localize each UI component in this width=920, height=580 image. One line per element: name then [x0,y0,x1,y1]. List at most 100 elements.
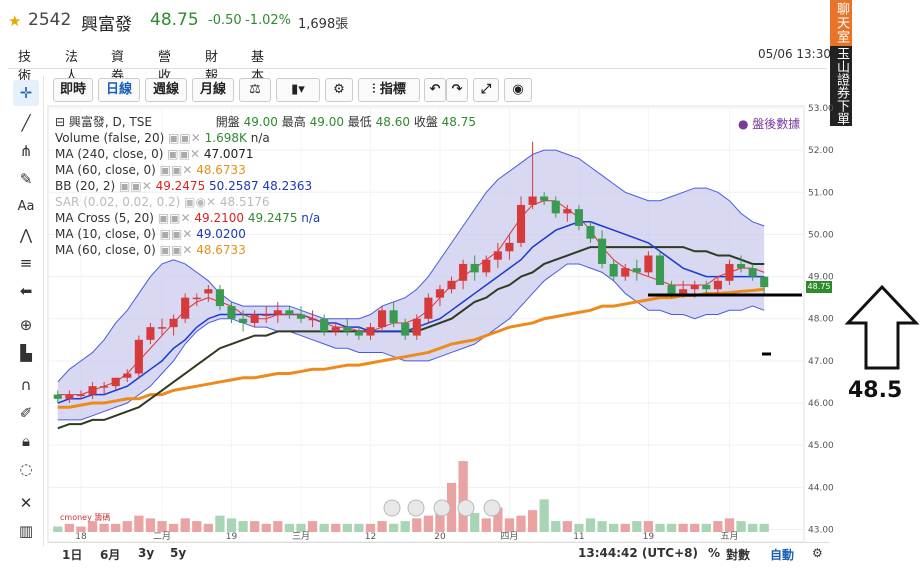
brush-icon[interactable]: ✎ [19,170,33,188]
legend-ma60b-value: 48.6733 [196,243,246,257]
volume-bar [111,523,121,532]
auto-scale-toggle[interactable]: 自動 [770,548,795,562]
indicators-label: 指標 [379,82,406,97]
legend-ma240-label: MA (240, close, 0) [55,147,164,161]
pitchfork-icon[interactable]: ⋔ [19,142,33,160]
gear-icon[interactable]: ⚙ [325,78,353,102]
hide-icon[interactable]: ◌ [19,460,33,478]
y-tick-label: 52.00 [808,146,834,156]
chat-room-tab[interactable]: 聊天室 [830,0,852,46]
candle-body [702,285,711,290]
y-tick-label: 51.00 [808,188,834,198]
volume-bar [388,523,399,532]
candle-body [424,297,433,319]
volume-bar [655,523,665,532]
pattern-icon[interactable]: ⋀ [19,226,33,244]
legend-macross-slow: 49.2475 [247,211,298,225]
compare-icon[interactable]: ⚖ [239,78,271,102]
legend-ma10: MA (10, close, 0) ▣▣✕ 49.0200 [55,227,246,241]
realtime-button[interactable]: 即時 [53,78,93,102]
candle-type-icon[interactable]: ▮▾ [276,78,320,102]
legend-collapse-icon[interactable]: ⊟ [55,115,69,129]
legend-low-label: 最低 [347,115,372,129]
candle-body [285,310,294,315]
favorite-star-icon[interactable]: ★ [8,12,22,30]
volume-bar [284,523,295,532]
indicators-button[interactable]: ⫶ 指標 [358,78,420,102]
y-tick-label: 53.00 [808,104,834,114]
measure-icon[interactable]: ▙ [20,344,32,362]
text-tool-icon[interactable]: Aa [17,199,35,214]
trade-volume: 1,698張 [298,17,349,32]
volume-bar [145,518,156,532]
volume-bar [690,523,700,532]
undo-icon[interactable]: ↶ [424,78,446,102]
settings-gear-icon[interactable]: ⚙ [812,546,823,560]
zoom-in-icon[interactable]: ⊕ [19,316,33,334]
last-price-badge: 48.75 [806,281,832,293]
trendline-icon[interactable]: ╱ [21,114,31,132]
daily-button[interactable]: 日線 [98,78,140,102]
candle-body [528,196,537,205]
ma-dark-line [57,246,765,430]
range-3y[interactable]: 3y [138,546,155,560]
magnet-icon[interactable]: ∩ [20,376,32,394]
lock-icon[interactable]: 🔒︎ [22,432,30,450]
broker-order-tab[interactable]: 玉山證券下單 [830,46,852,126]
y-tick-label: 43.00 [808,525,834,535]
range-1d[interactable]: 1日 [62,548,83,562]
candle-body [644,255,653,273]
x-tick-label: 20 [434,532,446,542]
volume-bar [400,521,410,532]
candle-body [262,314,271,317]
volume-bar [724,518,735,532]
log-toggle[interactable]: 對數 [726,548,751,562]
volume-bar [609,523,619,532]
legend-macross-fast: 49.2100 [194,211,244,225]
volume-bar [666,523,677,532]
volume-nav-controls[interactable] [383,499,501,517]
legend-open: 49.00 [243,115,278,129]
weekly-button[interactable]: 週線 [145,78,187,102]
candle-body [621,268,630,277]
monthly-button[interactable]: 月線 [192,78,234,102]
legend-ma60b: MA (60, close, 0) ▣▣✕ 48.6733 [55,243,246,257]
price-axis: 43.00 44.00 45.00 46.00 47.00 48.00 49.00 50.00… [808,104,834,535]
range-6m[interactable]: 6月 [100,548,121,562]
range-5y[interactable]: 5y [170,546,187,560]
volume-bar [261,523,271,532]
volume-bar [53,526,63,532]
trash-icon[interactable]: ▥ [18,522,34,540]
volume-bar [701,523,711,532]
candle-body [609,263,618,277]
legend-high-label: 最高 [281,115,306,129]
arrow-icon[interactable]: ⬅ [19,282,33,300]
redo-icon[interactable]: ↷ [446,78,468,102]
tools-icon[interactable]: ✕ [19,494,33,512]
candle-body [540,196,549,201]
volume-bar [585,518,596,532]
volume-bar [180,518,190,532]
crosshair-icon[interactable]: ✛ [13,80,39,106]
candle-body [447,280,456,290]
bb-upper-line [57,149,765,383]
fib-icon[interactable]: ≡ [19,254,33,272]
camera-icon[interactable]: ◉ [504,78,532,102]
after-hours-link[interactable]: ● 盤後數據 [738,117,801,131]
after-hours-label: 盤後數據 [752,117,801,131]
legend-settings-icons[interactable]: ▣▣✕ [168,131,201,145]
quote-datetime: 05/06 13:30 [758,47,831,61]
percent-toggle[interactable]: % [708,546,721,560]
candle-body [239,318,248,323]
legend-low: 48.60 [375,115,410,129]
bb-lower-line [57,263,765,421]
volume-bar [87,521,98,532]
stay-drawing-icon[interactable]: ✐ [19,404,33,422]
candle-body [181,297,190,319]
legend-bb-lower: 48.2363 [262,179,313,193]
moving-average-lines [57,200,765,430]
legend-ma60a-label: MA (60, close, 0) [55,163,156,177]
volume-bar [342,523,352,532]
fullscreen-icon[interactable]: ⤢ [473,78,499,102]
